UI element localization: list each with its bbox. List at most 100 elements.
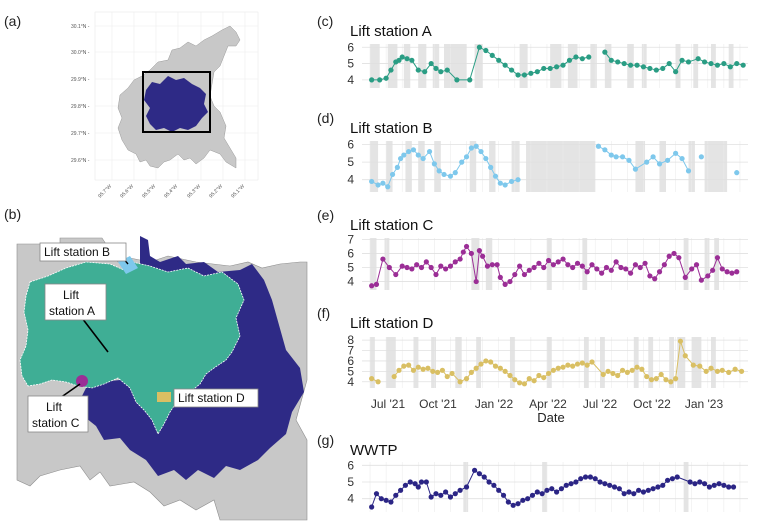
data-point: [644, 159, 650, 165]
data-point: [734, 60, 740, 67]
data-point: [521, 72, 528, 78]
data-point: [570, 264, 576, 271]
missing-data-band: [691, 337, 702, 388]
data-point: [632, 262, 639, 268]
data-point: [536, 372, 542, 379]
data-point: [734, 170, 740, 176]
data-point: [438, 69, 444, 75]
panel-label-a: (a): [4, 13, 21, 29]
missing-data-band: [485, 238, 493, 290]
missing-data-band: [714, 238, 720, 290]
data-point: [468, 369, 474, 375]
data-point: [502, 62, 508, 68]
lon-label-1: 95.6°W: [119, 183, 135, 199]
data-point: [679, 57, 685, 63]
data-point: [380, 256, 386, 262]
data-point: [705, 273, 711, 279]
data-point: [489, 52, 495, 59]
data-point: [573, 479, 579, 485]
data-point: [438, 492, 444, 498]
data-point: [724, 269, 730, 275]
data-point: [627, 270, 634, 276]
x-tick-label-2: Jan '22: [475, 397, 514, 411]
data-point: [517, 263, 523, 269]
y-tick-label: 6: [347, 138, 354, 152]
data-point: [578, 476, 584, 482]
data-point: [404, 264, 410, 271]
data-point: [463, 243, 470, 250]
data-point: [664, 477, 671, 483]
data-point: [529, 492, 536, 498]
data-point: [554, 489, 560, 495]
data-point: [658, 371, 664, 378]
data-point: [706, 484, 713, 490]
panel-label-c: (c): [317, 13, 333, 29]
missing-data-band: [669, 337, 675, 388]
data-point: [602, 49, 608, 55]
data-point: [528, 70, 534, 76]
data-point: [433, 491, 439, 497]
data-point: [459, 159, 465, 165]
data-point: [626, 157, 632, 163]
data-point: [701, 481, 708, 487]
data-point: [428, 264, 434, 271]
data-point: [589, 359, 595, 365]
data-point: [502, 182, 508, 188]
series-line-segment: [375, 258, 384, 285]
data-point: [393, 492, 399, 498]
callout-lift-station-a-line1: Lift: [63, 288, 80, 302]
data-point: [431, 161, 437, 167]
data-point: [428, 494, 434, 500]
data-point: [471, 467, 478, 473]
lat-label-2: 29.9°N -: [71, 77, 90, 83]
data-point: [389, 171, 396, 178]
data-point: [602, 147, 608, 153]
data-point: [653, 67, 659, 73]
data-point: [473, 278, 479, 285]
data-point: [412, 481, 418, 487]
data-point: [648, 377, 655, 383]
y-tick-label: 6: [347, 40, 354, 54]
map-a-service-area: [144, 76, 208, 132]
data-point: [444, 373, 450, 380]
data-point: [478, 148, 484, 155]
data-point: [698, 277, 704, 283]
lon-label-6: 95.1°W: [230, 183, 246, 199]
data-point: [452, 491, 458, 497]
data-point: [584, 362, 590, 368]
data-point: [547, 65, 553, 72]
data-point: [558, 486, 565, 492]
data-point: [388, 67, 394, 73]
data-point: [454, 77, 460, 83]
data-point: [536, 260, 542, 266]
data-point: [396, 57, 402, 63]
data-point: [608, 57, 614, 63]
data-point: [647, 65, 653, 72]
data-point: [698, 154, 704, 160]
data-point: [414, 262, 420, 268]
y-tick-label: 5: [347, 364, 354, 378]
missing-data-band: [675, 44, 681, 88]
y-tick-label: 8: [347, 333, 354, 347]
data-point: [550, 367, 556, 373]
lift-station-d-area: [157, 392, 171, 402]
data-point: [595, 143, 602, 149]
data-point: [587, 474, 593, 480]
data-point: [380, 180, 386, 186]
data-point: [607, 482, 613, 488]
data-point: [650, 486, 656, 492]
data-point: [653, 376, 659, 382]
data-point: [401, 152, 407, 158]
data-point: [483, 155, 489, 162]
data-point: [463, 154, 470, 160]
data-point: [494, 262, 500, 268]
map-b: Lift station B Lift station A Lift stati…: [16, 230, 308, 521]
data-point: [478, 361, 484, 367]
x-tick-label-4: Jul '22: [583, 397, 618, 411]
data-point: [608, 152, 614, 158]
missing-data-band: [683, 238, 689, 290]
missing-data-band: [370, 238, 377, 290]
missing-data-band: [386, 141, 393, 192]
missing-data-band: [633, 337, 639, 388]
y-tick-label: 7: [347, 232, 354, 246]
